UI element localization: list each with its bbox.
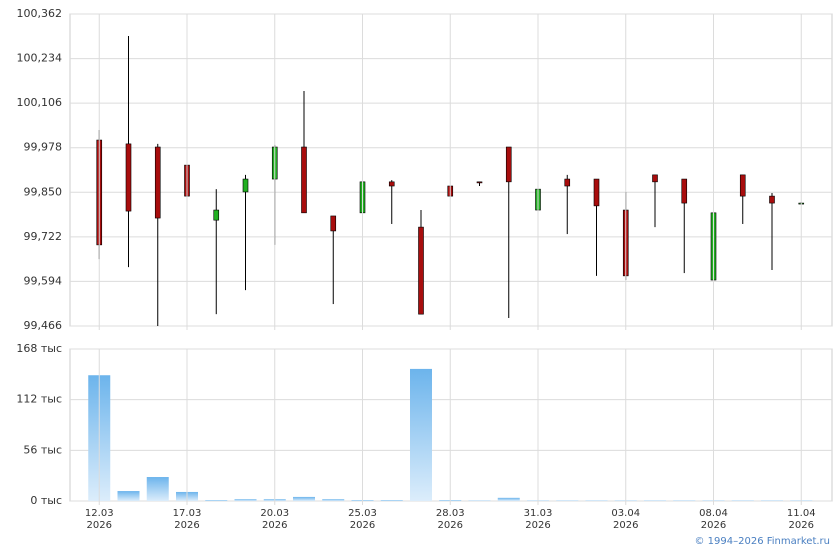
candle-body [564, 178, 571, 187]
candle-body [330, 215, 337, 232]
candle-body [388, 181, 395, 187]
volume-bar [410, 368, 432, 501]
candle-body [213, 209, 220, 221]
x-tick-label: 17.03 2026 [172, 508, 202, 531]
candle-body [125, 143, 132, 212]
y-tick-label: 99,594 [24, 274, 63, 287]
y-tick-label: 99,722 [24, 230, 63, 243]
y-tick-label: 99,978 [24, 141, 63, 154]
y-tick-label: 0 тыс [30, 494, 62, 507]
y-tick-label: 168 тыс [16, 342, 62, 355]
volume-bar [146, 477, 169, 501]
x-tick-label: 12.03 2026 [84, 508, 114, 531]
x-tick-label: 28.03 2026 [435, 508, 465, 531]
candle-body [476, 181, 483, 184]
candle-body [154, 146, 161, 219]
y-tick-label: 100,362 [17, 7, 63, 20]
candle-body [769, 195, 775, 204]
volume-bar [205, 500, 228, 501]
candle-body [301, 146, 307, 214]
x-tick-label: 08.04 2026 [699, 508, 728, 531]
x-tick-label: 11.04 2026 [786, 508, 816, 531]
candle-body [681, 178, 688, 204]
volume-bar [117, 491, 140, 501]
volume-bar [234, 499, 257, 501]
candle-body [652, 174, 658, 183]
y-tick-label: 99,850 [24, 185, 63, 198]
volume-bar [497, 497, 520, 501]
volume-bar [322, 499, 345, 501]
volume-bar [293, 496, 315, 501]
x-tick-label: 03.04 2026 [611, 508, 641, 531]
candle-body [242, 178, 249, 193]
y-tick-label: 100,234 [17, 52, 63, 65]
candle-body [739, 174, 746, 197]
y-tick-label: 99,466 [24, 319, 63, 332]
volume-bar [380, 500, 403, 501]
x-tick-label: 20.03 2026 [260, 508, 290, 531]
x-tick-label: 31.03 2026 [523, 508, 553, 531]
x-tick-label: 25.03 2026 [348, 508, 377, 531]
volume-frame [69, 348, 833, 502]
candle-body [593, 178, 600, 207]
y-tick-label: 56 тыс [23, 443, 62, 456]
candle-body [505, 146, 512, 183]
candle-body [418, 226, 424, 315]
y-tick-label: 112 тыс [16, 393, 62, 406]
copyright: © 1994–2026 Finmarket.ru [694, 536, 830, 547]
y-tick-label: 100,106 [17, 96, 63, 109]
